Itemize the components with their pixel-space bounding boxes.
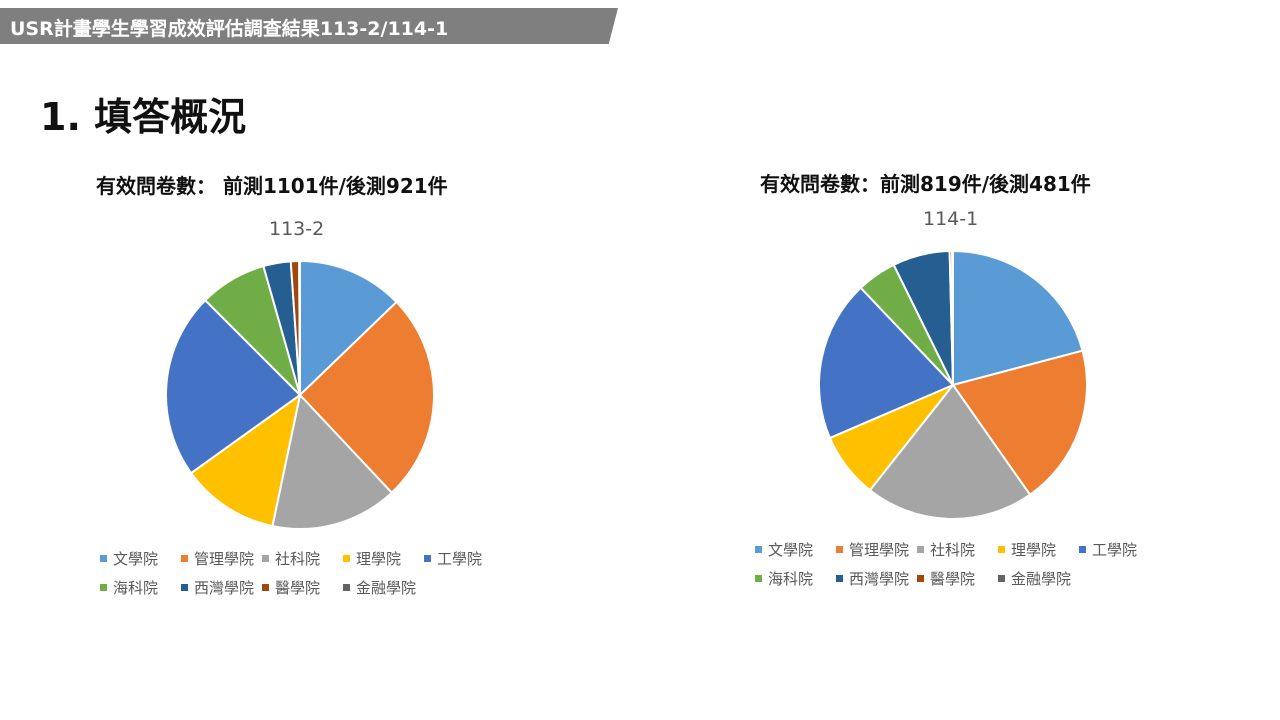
legend-swatch-icon xyxy=(343,555,350,562)
legend-swatch-icon xyxy=(998,546,1005,553)
legend-item: 金融學院 xyxy=(998,568,1079,589)
legend-label: 西灣學院 xyxy=(849,570,910,588)
legend-item: 醫學院 xyxy=(262,577,343,598)
chart2-legend: 文學院 管理學院 社科院 理學院 工學院海科院 西灣學院 醫學院 金融學院 xyxy=(755,539,1160,589)
legend-item: 西灣學院 xyxy=(836,568,917,589)
legend-label: 社科院 xyxy=(275,550,321,568)
pie-slice-工學院 xyxy=(818,286,955,440)
pie-slice-社科院 xyxy=(271,392,394,530)
banner-title: USR計畫學生學習成效評估調查結果113-2/114-1 xyxy=(10,18,449,40)
legend-swatch-icon xyxy=(181,584,188,591)
legend-swatch-icon xyxy=(424,555,431,562)
legend-label: 醫學院 xyxy=(275,579,321,597)
legend-label: 金融學院 xyxy=(1011,570,1072,588)
pie-slice-金融學院 xyxy=(951,249,954,386)
legend-item: 管理學院 xyxy=(181,548,262,569)
chart2-subtitle: 有效問卷數：前測819件/後測481件 xyxy=(760,172,1091,196)
legend-item: 理學院 xyxy=(343,548,424,569)
legend-swatch-icon xyxy=(998,575,1005,582)
legend-label: 管理學院 xyxy=(194,550,255,568)
legend-swatch-icon xyxy=(181,555,188,562)
legend-item: 金融學院 xyxy=(343,577,424,598)
legend-item: 文學院 xyxy=(100,548,181,569)
legend-label: 海科院 xyxy=(113,579,159,597)
legend-item: 海科院 xyxy=(755,568,836,589)
legend-label: 理學院 xyxy=(1011,541,1057,559)
legend-swatch-icon xyxy=(262,584,269,591)
legend-item: 西灣學院 xyxy=(181,577,262,598)
pie-slice-文學院 xyxy=(952,249,1084,387)
legend-swatch-icon xyxy=(100,555,107,562)
chart1-pie xyxy=(165,259,435,530)
header-banner: USR計畫學生學習成效評估調查結果113-2/114-1 xyxy=(0,8,618,44)
legend-label: 理學院 xyxy=(356,550,402,568)
section-title: 1. 填答概況 xyxy=(40,95,247,139)
legend-swatch-icon xyxy=(917,546,924,553)
legend-label: 西灣學院 xyxy=(194,579,255,597)
chart2-pie xyxy=(818,249,1088,520)
legend-label: 醫學院 xyxy=(930,570,976,588)
pie-slice-工學院 xyxy=(165,298,302,475)
pie-slice-文學院 xyxy=(299,259,398,398)
legend-item: 工學院 xyxy=(424,548,505,569)
legend-label: 文學院 xyxy=(113,550,159,568)
legend-swatch-icon xyxy=(343,584,350,591)
legend-item: 工學院 xyxy=(1079,539,1160,560)
legend-label: 金融學院 xyxy=(356,579,417,597)
legend-swatch-icon xyxy=(262,555,269,562)
legend-label: 工學院 xyxy=(437,550,483,568)
legend-swatch-icon xyxy=(100,584,107,591)
pie-slice-理學院 xyxy=(189,392,302,528)
legend-swatch-icon xyxy=(755,546,762,553)
legend-swatch-icon xyxy=(755,575,762,582)
legend-item: 海科院 xyxy=(100,577,181,598)
chart1-title: 113-2 xyxy=(269,218,325,240)
legend-label: 工學院 xyxy=(1092,541,1138,559)
legend-item: 醫學院 xyxy=(917,568,998,589)
legend-item: 管理學院 xyxy=(836,539,917,560)
chart2-title: 114-1 xyxy=(923,208,979,230)
legend-label: 管理學院 xyxy=(849,541,910,559)
legend-item: 理學院 xyxy=(998,539,1079,560)
legend-item: 社科院 xyxy=(262,548,343,569)
legend-swatch-icon xyxy=(1079,546,1086,553)
legend-swatch-icon xyxy=(836,575,843,582)
legend-label: 文學院 xyxy=(768,541,814,559)
legend-item: 社科院 xyxy=(917,539,998,560)
pie-slice-管理學院 xyxy=(951,349,1088,497)
pie-slice-管理學院 xyxy=(298,300,435,495)
chart1-legend: 文學院 管理學院 社科院 理學院 工學院海科院 西灣學院 醫學院 金融學院 xyxy=(100,548,505,598)
legend-label: 海科院 xyxy=(768,570,814,588)
legend-swatch-icon xyxy=(917,575,924,582)
pie-slice-社科院 xyxy=(868,383,1032,520)
chart1-subtitle: 有效問卷數： 前測1101件/後測921件 xyxy=(96,174,448,198)
pie-slice-金融學院 xyxy=(298,259,301,396)
legend-label: 社科院 xyxy=(930,541,976,559)
legend-swatch-icon xyxy=(836,546,843,553)
legend-item: 文學院 xyxy=(755,539,836,560)
